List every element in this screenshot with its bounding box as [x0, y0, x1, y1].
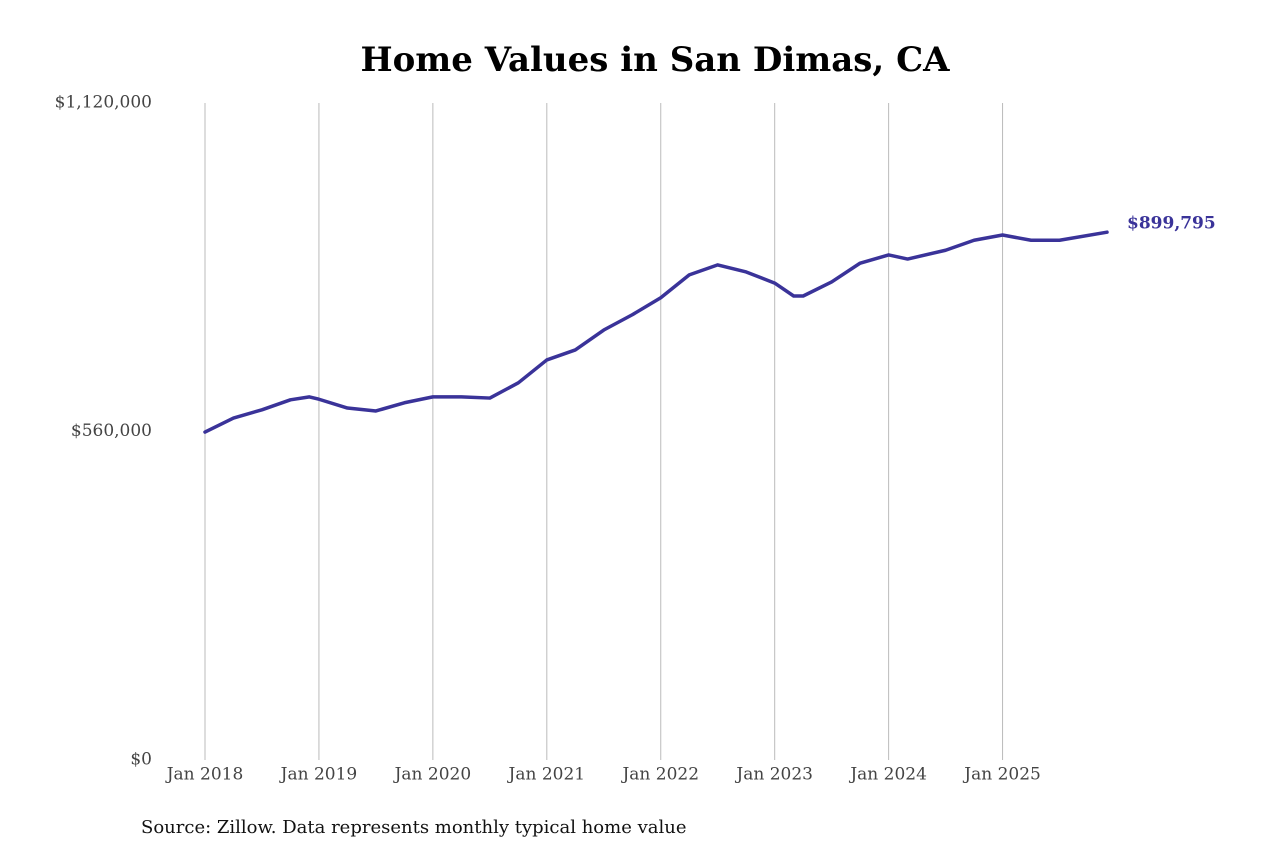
x-tick-label: Jan 2021: [507, 765, 586, 785]
x-tick-label: Jan 2024: [848, 765, 927, 785]
y-tick-label: $1,120,000: [55, 93, 152, 113]
data-label: $899,795: [1127, 214, 1216, 234]
data-line: [203, 230, 1109, 434]
x-tick-label: Jan 2018: [165, 765, 244, 785]
x-tick-label: Jan 2025: [962, 765, 1041, 785]
source-note: Source: Zillow. Data represents monthly …: [141, 817, 687, 838]
x-tick-label: Jan 2023: [734, 765, 813, 785]
x-tick-label: Jan 2020: [393, 765, 472, 785]
y-tick-label: $560,000: [71, 421, 152, 441]
y-tick-label: $0: [130, 750, 152, 770]
x-tick-label: Jan 2019: [279, 765, 358, 785]
x-tick-label: Jan 2022: [620, 765, 699, 785]
chart-title: Home Values in San Dimas, CA: [360, 40, 950, 80]
